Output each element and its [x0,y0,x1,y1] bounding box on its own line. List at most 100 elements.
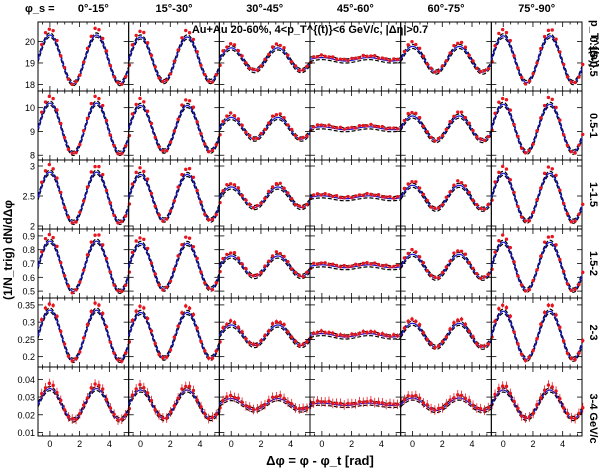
dashed-lower-line [218,118,311,142]
data-point [392,264,396,269]
data-point [236,48,241,53]
data-point [248,341,252,345]
panel [128,159,222,230]
data-point [436,206,441,210]
dashed-lower-line [490,37,583,86]
data-point [319,193,324,197]
data-point [346,58,350,63]
panel [218,159,313,230]
data-point [478,344,483,348]
data-point [392,196,396,200]
data-point [164,217,169,221]
data-point [248,66,252,71]
data-point [577,351,581,355]
data-point [402,186,407,191]
data-point [558,397,562,401]
data-point [123,413,128,417]
data-point [471,266,475,271]
data-point [410,394,414,398]
data-point [542,103,547,108]
data-point [421,331,426,335]
data-point [508,314,513,318]
data-point [319,53,324,57]
data-point [395,263,400,268]
data-point [376,124,381,129]
data-point [282,46,286,50]
panels: 0.15-0.51819200.5-189101-1.522.531.5-20.… [17,21,599,449]
data-point [263,196,267,201]
data-point [520,352,524,357]
data-point [59,54,63,58]
data-point [365,124,369,128]
data-point [199,339,203,344]
dashed-lower-line [400,324,492,350]
dashed-lower-line [400,186,492,212]
data-point [369,262,373,266]
data-point [85,116,90,121]
row-label: 0.15-0.5 [587,36,599,76]
data-point [406,251,410,256]
data-point [108,270,113,274]
data-point [561,133,566,137]
data-point [486,405,490,410]
data-point [531,278,535,283]
data-point [475,202,479,207]
data-point [164,285,169,289]
data-point [531,348,535,353]
data-point [486,202,490,207]
data-point [406,43,410,47]
data-point [225,182,229,187]
data-point [142,169,146,174]
data-point [539,186,543,190]
data-point [331,262,335,266]
data-point [93,94,97,99]
data-point [350,332,354,336]
data-point [475,406,479,410]
data-point [456,249,460,253]
data-point [164,355,169,359]
data-point [278,251,282,256]
data-point [565,282,570,286]
data-point [149,53,154,58]
data-point [471,403,475,407]
data-point [323,400,327,404]
data-point [145,316,150,321]
data-point [282,396,286,401]
data-point [120,289,124,294]
data-point [516,342,520,346]
data-point [108,63,113,68]
row-label: 0.5-1 [587,113,599,138]
data-point [436,344,441,348]
x-tick-label: 0 [47,439,52,449]
data-point [342,403,346,407]
data-point [101,36,105,41]
data-point [255,273,260,277]
data-point [62,273,67,278]
data-point [395,402,400,407]
data-point [184,304,188,308]
data-point [417,322,422,327]
data-point [172,335,177,339]
data-point [323,124,327,128]
data-point [546,95,551,100]
data-point [475,272,479,276]
data-point [527,355,532,360]
data-point [350,125,354,130]
data-point [504,30,509,35]
data-point [542,240,547,244]
data-point [301,274,305,279]
data-point [456,179,460,183]
data-point [168,279,173,283]
data-point [153,272,157,276]
data-point [319,123,324,127]
data-point [195,188,199,193]
data-point [512,330,516,334]
data-point [581,406,585,410]
data-point [417,396,422,400]
data-point [81,199,86,203]
data-point [267,329,271,333]
data-point [527,219,532,223]
data-point [104,49,109,53]
data-point [444,195,449,199]
data-point [47,94,52,99]
